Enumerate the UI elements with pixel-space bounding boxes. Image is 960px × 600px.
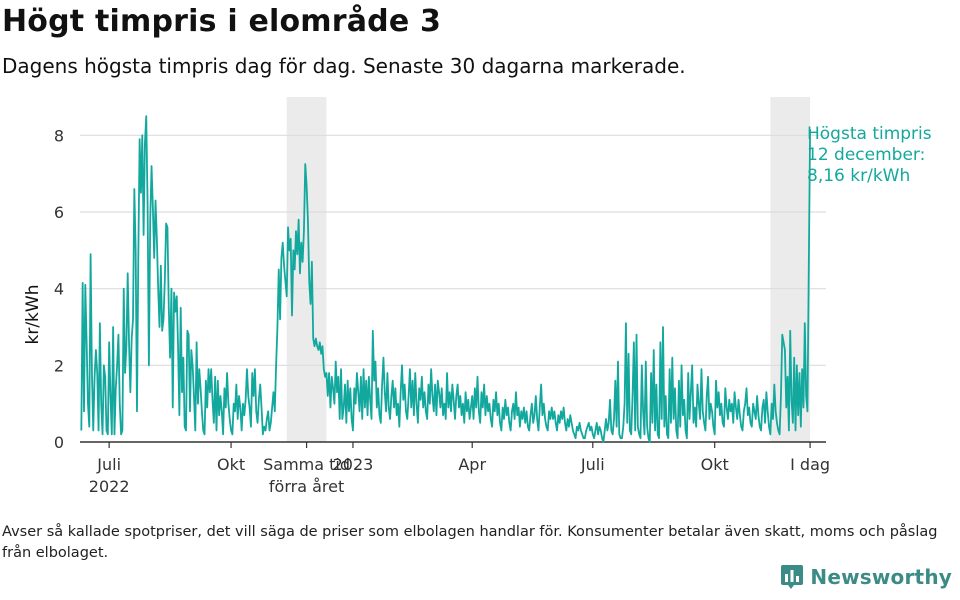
- x-tick-label: I dag: [790, 455, 830, 474]
- annotation-label: 8,16 kr/kWh: [807, 166, 910, 186]
- line-chart: 0 2 4 6 8 kr/kWh Juli 2022 Okt 2023 Apr Juli Okt I d…: [23, 97, 932, 496]
- y-axis: 0 2 4 6 8 kr/kWh: [23, 126, 64, 452]
- series-line-1: [80, 115, 811, 443]
- y-tick-label: 8: [54, 126, 64, 145]
- newsworthy-bar-icon: [781, 565, 804, 589]
- brand-name: Newsworthy: [810, 565, 952, 589]
- x-tick-label: Juli: [96, 455, 121, 474]
- x-tick-label: 2023: [333, 455, 374, 474]
- newsworthy-logo[interactable]: Newsworthy: [780, 564, 952, 590]
- plot-area: [80, 115, 811, 443]
- chart-subtitle: Dagens högsta timpris dag för dag. Senas…: [2, 54, 686, 78]
- x-tick-label: 2022: [89, 477, 130, 496]
- y-tick-label: 6: [54, 203, 64, 222]
- y-tick-label: 4: [54, 280, 64, 299]
- x-tick-label: Okt: [217, 455, 245, 474]
- gridlines: [80, 134, 826, 366]
- x-tick-label: Juli: [580, 455, 605, 474]
- x-tick-label: Okt: [701, 455, 729, 474]
- annotation-label: Högsta timpris: [807, 124, 932, 144]
- highlight-label: förra året: [269, 477, 344, 496]
- y-axis-label: kr/kWh: [23, 285, 43, 345]
- highlight-label: Samma tid: [263, 455, 350, 474]
- annotation-label: 12 december:: [807, 145, 925, 165]
- x-axis: Juli 2022 Okt 2023 Apr Juli Okt I dag Samma tid f…: [80, 441, 830, 496]
- chart-title: Högt timpris i elområde 3: [2, 4, 442, 39]
- x-tick-label: Apr: [458, 455, 486, 474]
- y-tick-label: 0: [54, 433, 64, 452]
- footnote: Avser så kallade spotpriser, det vill sä…: [2, 524, 938, 561]
- y-tick-label: 2: [54, 356, 64, 375]
